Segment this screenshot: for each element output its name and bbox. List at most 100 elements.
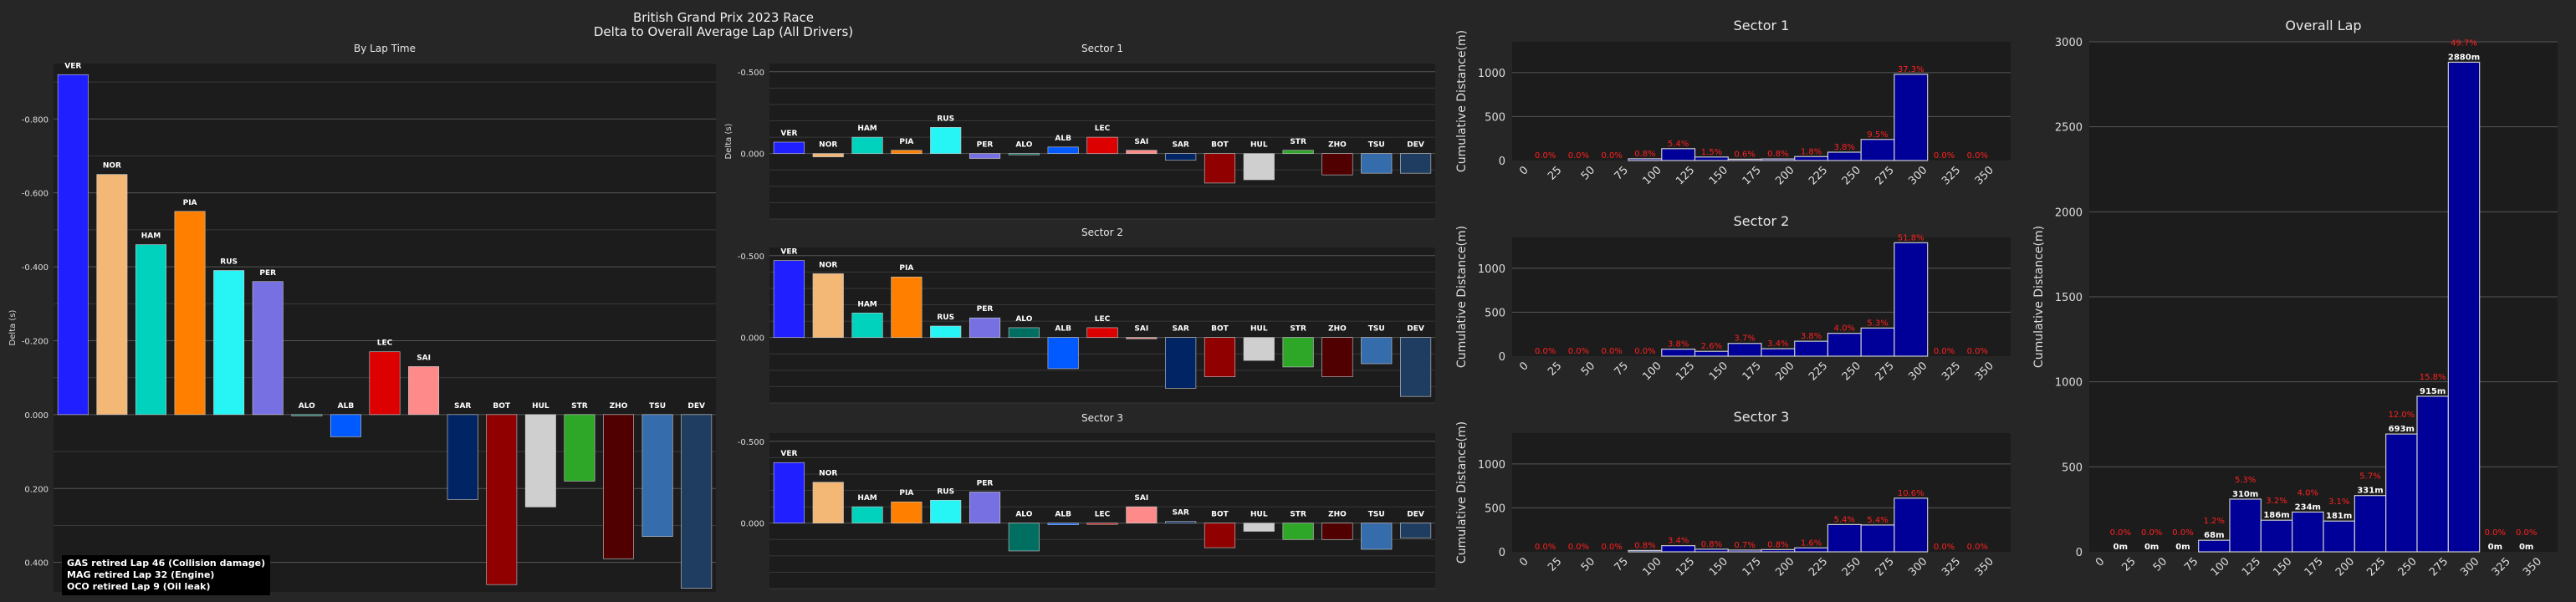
hist-value-label: 0m	[2175, 543, 2190, 552]
hist-bar	[2385, 433, 2418, 553]
bar-HUL	[1243, 337, 1275, 361]
bar-LEC	[369, 351, 401, 416]
bar-label: PER	[259, 269, 276, 278]
bar-label: HUL	[1250, 141, 1268, 150]
hist-pct-label: 0.0%	[1967, 151, 1988, 161]
x-tick-label: 200	[1773, 164, 1797, 187]
x-tick-label: 150	[2271, 555, 2294, 579]
bar-label: BOT	[1211, 141, 1229, 150]
x-tick-label: 225	[1807, 555, 1830, 579]
chart-hist_sector3: 0 500 1000 0 25 50 75 100 125 150 175 200 225 250 275 3…	[1455, 409, 2011, 579]
y-tick-label: 0	[2076, 547, 2083, 559]
x-tick-label: 275	[1873, 164, 1897, 187]
bar-label: NOR	[819, 261, 837, 269]
bar-HAM	[851, 313, 883, 338]
hist-bar	[2323, 520, 2355, 553]
hist-bar	[2260, 519, 2293, 553]
x-tick-label: 50	[1579, 164, 1597, 182]
x-tick-label: 150	[1707, 164, 1730, 187]
y-tick-label: 1500	[2055, 292, 2083, 304]
x-tick-label: 250	[1840, 360, 1863, 383]
hist-pct-label: 1.6%	[1801, 538, 1822, 548]
chart-by_lap_time: 0.400 0.200 0.000 -0.200 -0.400 -0.600 -0.800 B…	[8, 43, 716, 592]
x-tick-label: 325	[1940, 164, 1963, 187]
bar-label: RUS	[937, 487, 954, 496]
plot-area	[1512, 42, 2011, 161]
bar-label: ALB	[338, 402, 355, 411]
plot-area	[1512, 433, 2011, 552]
x-tick-label: 25	[2120, 555, 2139, 574]
y-tick-label: 1000	[1478, 459, 1505, 472]
bar-label: ZHO	[610, 402, 628, 411]
bar-VER	[57, 74, 89, 416]
hist-value-label: 0m	[2488, 543, 2502, 552]
hist-bar	[1661, 545, 1696, 553]
y-tick-label: 0.400	[24, 559, 49, 569]
bar-label: HAM	[857, 125, 877, 133]
bar-PIA	[891, 276, 923, 338]
y-tick-label: 3000	[2055, 37, 2083, 49]
y-tick-label: 500	[1485, 503, 1505, 515]
bar-label: ALB	[1055, 135, 1071, 143]
bar-label: SAI	[1134, 325, 1148, 334]
y-axis-label: Delta (s)	[8, 309, 18, 345]
hist-pct-label: 0.0%	[2110, 528, 2131, 538]
y-tick-label: 0	[1499, 351, 1505, 364]
bar-TSU	[641, 414, 673, 538]
hist-bar	[2198, 539, 2231, 553]
x-tick-label: 125	[1674, 164, 1697, 187]
bar-VER	[773, 260, 805, 338]
bar-label: LEC	[1095, 511, 1111, 519]
figure-subtitle: Delta to Overall Average Lap (All Driver…	[594, 24, 853, 39]
chart-hist_sector2: 0 500 1000 0 25 50 75 100 125 150 175 200 225 250 275 3…	[1455, 213, 2011, 383]
bar-label: SAI	[1134, 494, 1148, 503]
x-tick-label: 75	[2182, 555, 2200, 574]
retirement-notes: GAS retired Lap 46 (Collision damage) MA…	[62, 555, 271, 595]
hist-pct-label: 5.3%	[1867, 319, 1888, 328]
bar-label: VER	[780, 130, 797, 138]
hist-pct-label: 3.8%	[1801, 332, 1822, 341]
x-tick-label: 125	[2240, 555, 2263, 579]
bar-ALB	[1047, 146, 1079, 154]
hist-bar	[1860, 327, 1895, 357]
x-tick-label: 275	[2427, 555, 2451, 579]
bar-TSU	[1361, 153, 1393, 174]
x-tick-label: 250	[1840, 164, 1863, 187]
bar-LEC	[1086, 327, 1118, 338]
hist-bar	[1628, 549, 1663, 553]
hist-value-label: 234m	[2295, 503, 2321, 512]
hist-bar	[1727, 343, 1762, 357]
bar-SAR	[1165, 521, 1197, 523]
bar-ZHO	[1321, 523, 1353, 540]
chart-title: Sector 2	[1734, 213, 1790, 229]
y-tick-label: 1000	[2055, 377, 2083, 390]
bar-DEV	[1400, 153, 1432, 174]
x-tick-label: 50	[1579, 360, 1597, 378]
hist-bar	[1860, 139, 1895, 161]
x-tick-label: 0	[1517, 555, 1531, 569]
bar-label: STR	[1290, 511, 1306, 519]
hist-bar	[2416, 395, 2449, 553]
y-tick-label: -0.500	[738, 253, 764, 262]
hist-value-label: 915m	[2420, 387, 2446, 396]
bar-RUS	[930, 325, 962, 338]
hist-pct-label: 5.4%	[1668, 140, 1689, 149]
bar-label: VER	[64, 62, 81, 70]
hist-value-label: 68m	[2204, 531, 2224, 540]
x-tick-label: 225	[2364, 555, 2388, 579]
x-tick-label: 100	[1640, 360, 1664, 383]
x-tick-label: 75	[1613, 360, 1631, 378]
bar-label: RUS	[220, 258, 238, 266]
bar-ZHO	[1321, 153, 1353, 176]
hist-value-label: 181m	[2326, 512, 2352, 521]
hist-pct-label: 0.0%	[2172, 528, 2193, 538]
bar-label: ZHO	[1328, 511, 1347, 519]
x-tick-label: 325	[2490, 555, 2513, 579]
hist-pct-label: 0.0%	[1535, 347, 1556, 356]
chart-sector2_delta: 0.000 -0.500 Sector 2 VER NOR HAM PIA RUS PER ALO…	[738, 227, 1435, 404]
bar-SAI	[1126, 506, 1158, 523]
bar-ALO	[1008, 327, 1040, 338]
hist-pct-label: 4.0%	[2297, 488, 2318, 497]
y-tick-label: -0.500	[738, 69, 764, 78]
